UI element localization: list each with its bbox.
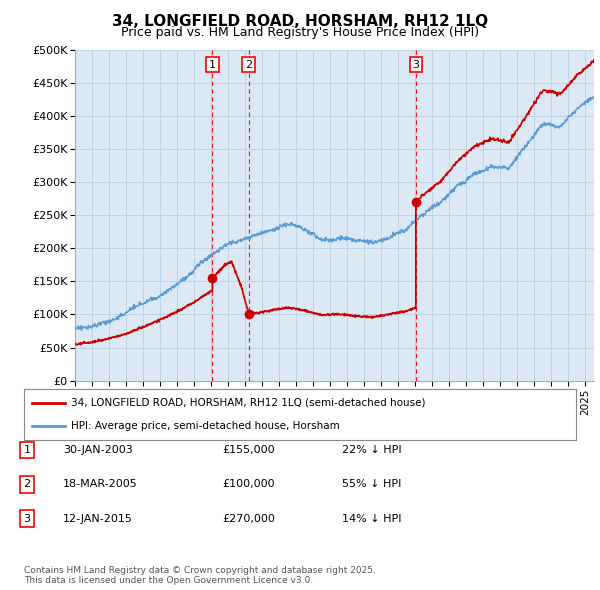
Text: 34, LONGFIELD ROAD, HORSHAM, RH12 1LQ (semi-detached house): 34, LONGFIELD ROAD, HORSHAM, RH12 1LQ (s…: [71, 398, 425, 408]
Text: 1: 1: [209, 60, 216, 70]
Text: 22% ↓ HPI: 22% ↓ HPI: [342, 445, 401, 455]
Text: 55% ↓ HPI: 55% ↓ HPI: [342, 480, 401, 489]
Text: £100,000: £100,000: [222, 480, 275, 489]
Text: HPI: Average price, semi-detached house, Horsham: HPI: Average price, semi-detached house,…: [71, 421, 340, 431]
Text: £155,000: £155,000: [222, 445, 275, 455]
Text: 2: 2: [23, 480, 31, 489]
Text: 3: 3: [412, 60, 419, 70]
Text: 1: 1: [23, 445, 31, 455]
Text: 2: 2: [245, 60, 252, 70]
Text: Price paid vs. HM Land Registry's House Price Index (HPI): Price paid vs. HM Land Registry's House …: [121, 26, 479, 39]
Text: 3: 3: [23, 514, 31, 523]
Text: 34, LONGFIELD ROAD, HORSHAM, RH12 1LQ: 34, LONGFIELD ROAD, HORSHAM, RH12 1LQ: [112, 14, 488, 29]
Text: Contains HM Land Registry data © Crown copyright and database right 2025.
This d: Contains HM Land Registry data © Crown c…: [24, 566, 376, 585]
Text: 18-MAR-2005: 18-MAR-2005: [63, 480, 138, 489]
Text: 12-JAN-2015: 12-JAN-2015: [63, 514, 133, 523]
Text: £270,000: £270,000: [222, 514, 275, 523]
Text: 30-JAN-2003: 30-JAN-2003: [63, 445, 133, 455]
Text: 14% ↓ HPI: 14% ↓ HPI: [342, 514, 401, 523]
